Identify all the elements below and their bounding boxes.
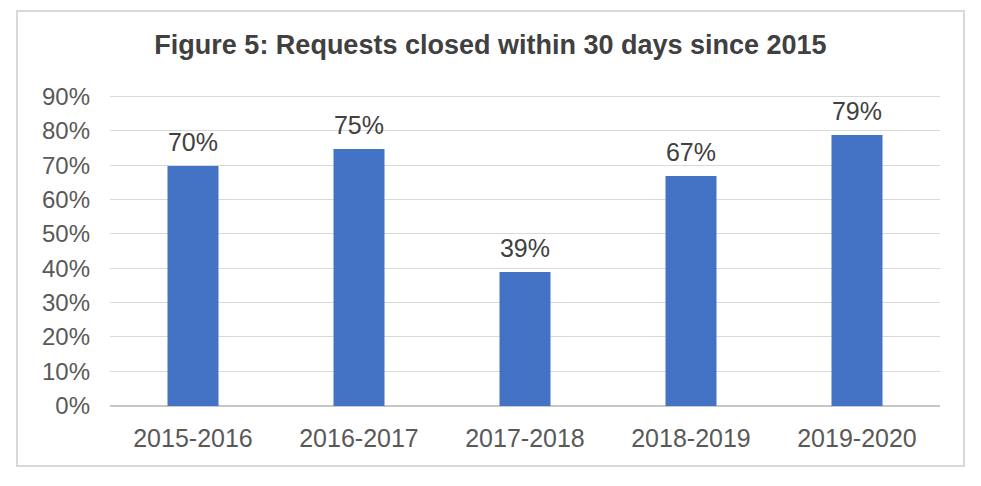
chart-canvas: Figure 5: Requests closed within 30 days…	[0, 0, 981, 486]
bar-group: 75%	[276, 97, 442, 406]
data-label: 75%	[276, 110, 442, 140]
y-tick-label: 70%	[18, 151, 90, 181]
x-tick-label: 2017-2018	[442, 422, 608, 454]
plot-area: 70%75% 39% 67%79%	[110, 97, 940, 406]
x-tick-label: 2019-2020	[774, 422, 940, 454]
y-tick-label: 20%	[18, 322, 90, 352]
data-label: 39%	[442, 233, 608, 263]
chart-frame: Figure 5: Requests closed within 30 days…	[16, 10, 965, 467]
y-tick-label: 0%	[18, 391, 90, 421]
y-tick-label: 90%	[18, 82, 90, 112]
y-tick-label: 10%	[18, 357, 90, 387]
bar-2017-2018	[500, 272, 551, 406]
x-tick-label: 2018-2019	[608, 422, 774, 454]
data-label: 79%	[774, 96, 940, 126]
x-tick-label: 2015-2016	[110, 422, 276, 454]
bar-group: 39%	[442, 97, 608, 406]
bar-group: 70%	[110, 97, 276, 406]
bar-2016-2017	[334, 149, 385, 407]
y-tick-label: 30%	[18, 288, 90, 318]
y-tick-label: 80%	[18, 116, 90, 146]
y-tick-label: 40%	[18, 254, 90, 284]
bar-group: 67%	[608, 97, 774, 406]
bar-2018-2019	[666, 176, 717, 406]
bar-2015-2016	[168, 166, 219, 406]
chart-title: Figure 5: Requests closed within 30 days…	[18, 30, 963, 61]
data-label: 67%	[608, 137, 774, 167]
data-label: 70%	[110, 127, 276, 157]
y-tick-label: 50%	[18, 219, 90, 249]
bar-group: 79%	[774, 97, 940, 406]
y-tick-label: 60%	[18, 185, 90, 215]
bar-2019-2020	[832, 135, 883, 406]
x-tick-label: 2016-2017	[276, 422, 442, 454]
